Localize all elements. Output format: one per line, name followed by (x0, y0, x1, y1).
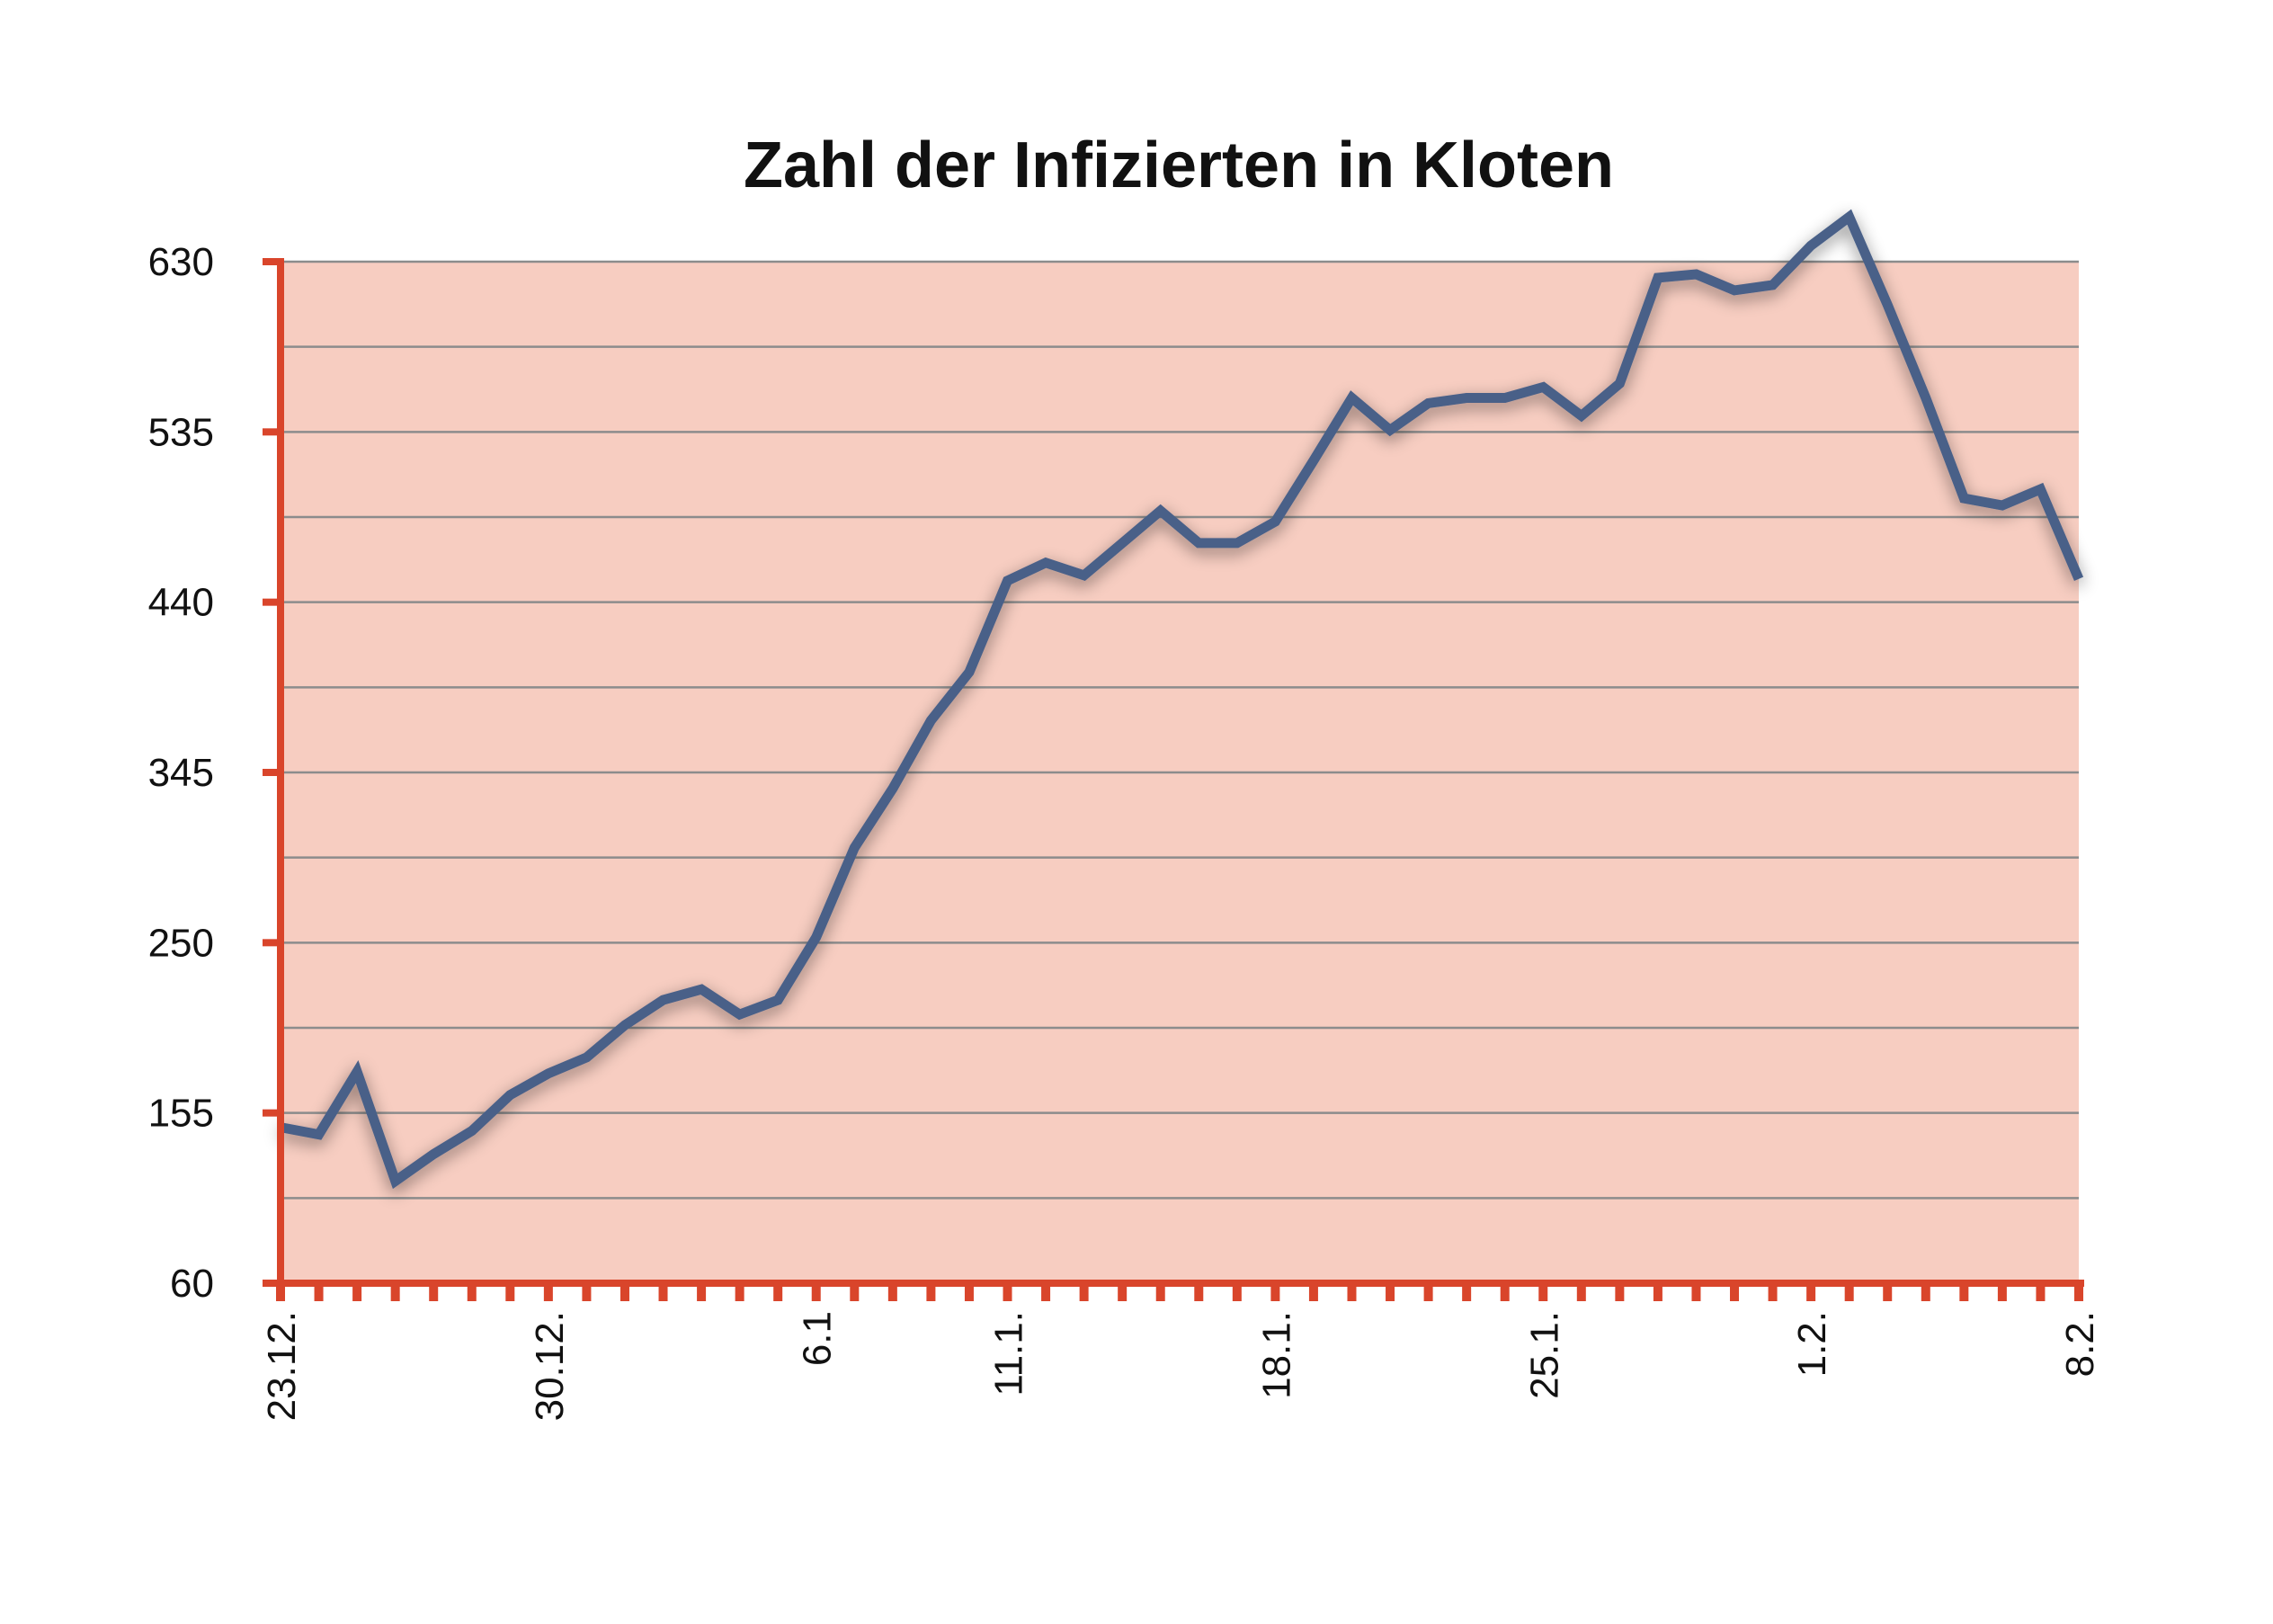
x-axis-ticks: 23.12. 30.12. 6.1 11.1. 18.1. 25.1. 1.2. 8.2. (260, 1311, 2102, 1421)
y-tick-label: 155 (148, 1092, 214, 1136)
y-tick-mark (263, 428, 282, 436)
x-tick-mark (735, 1283, 744, 1301)
x-tick-mark (1118, 1283, 1128, 1301)
axes (276, 258, 2084, 1301)
x-tick-mark (1194, 1283, 1204, 1301)
chart-title: Zahl der Infizierten in Kloten (744, 129, 1614, 201)
x-tick-mark (1615, 1283, 1625, 1301)
x-tick-mark (1386, 1283, 1395, 1301)
x-tick-mark (1653, 1283, 1662, 1301)
x-tick-mark (850, 1283, 860, 1301)
x-tick-mark (467, 1283, 477, 1301)
x-tick-mark (505, 1283, 515, 1301)
x-tick-mark (429, 1283, 439, 1301)
x-tick-mark (314, 1283, 324, 1301)
x-tick-mark (1232, 1283, 1242, 1301)
x-tick-mark (1806, 1283, 1816, 1301)
x-tick-mark (390, 1283, 400, 1301)
x-tick-mark (2036, 1283, 2046, 1301)
x-tick-mark (887, 1283, 897, 1301)
x-tick-mark (811, 1283, 821, 1301)
x-tick-label: 25.1. (1522, 1311, 1566, 1399)
x-tick-mark (1768, 1283, 1778, 1301)
x-tick-mark (1500, 1283, 1510, 1301)
x-tick-mark (1883, 1283, 1893, 1301)
x-tick-label: 6.1 (796, 1311, 840, 1366)
y-tick-mark (263, 939, 282, 947)
x-tick-mark (1003, 1283, 1012, 1301)
y-tick-mark (263, 598, 282, 606)
y-tick-mark (263, 258, 282, 265)
x-tick-mark (1844, 1283, 1854, 1301)
x-tick-mark (276, 1283, 285, 1301)
x-tick-label: 8.2. (2058, 1311, 2102, 1377)
y-tick-mark (263, 1280, 282, 1287)
x-tick-mark (1270, 1283, 1280, 1301)
x-tick-mark (926, 1283, 936, 1301)
y-tick-label: 250 (148, 921, 214, 965)
x-tick-mark (1079, 1283, 1089, 1301)
y-tick-label: 440 (148, 581, 214, 625)
x-tick-mark (1921, 1283, 1930, 1301)
x-tick-mark (964, 1283, 974, 1301)
x-tick-mark (658, 1283, 668, 1301)
x-tick-mark (697, 1283, 707, 1301)
series-line (279, 209, 2084, 1190)
gridlines (281, 260, 2079, 1200)
x-tick-mark (1041, 1283, 1051, 1301)
x-tick-mark (582, 1283, 592, 1301)
y-tick-mark (263, 1109, 282, 1117)
y-tick-label: 535 (148, 410, 214, 454)
x-tick-mark (1997, 1283, 2007, 1301)
x-tick-label: 1.2. (1790, 1311, 1834, 1377)
x-tick-label: 30.12. (528, 1311, 572, 1421)
x-tick-label: 11.1. (987, 1311, 1031, 1396)
x-tick-mark (620, 1283, 629, 1301)
x-tick-label: 18.1. (1254, 1311, 1298, 1399)
y-axis-ticks: 60 155 250 345 440 535 630 (148, 240, 282, 1306)
x-tick-mark (773, 1283, 783, 1301)
x-tick-mark (352, 1283, 362, 1301)
x-tick-mark (1423, 1283, 1433, 1301)
x-tick-mark (543, 1283, 553, 1301)
x-tick-mark (1155, 1283, 1165, 1301)
y-tick-label: 630 (148, 240, 214, 284)
x-tick-mark (1691, 1283, 1701, 1301)
y-tick-label: 60 (170, 1262, 214, 1306)
x-tick-mark (1462, 1283, 1472, 1301)
y-tick-label: 345 (148, 751, 214, 795)
x-tick-mark (1308, 1283, 1318, 1301)
x-tick-mark (1347, 1283, 1357, 1301)
x-tick-mark (1959, 1283, 1969, 1301)
series-group (279, 209, 2084, 1190)
x-tick-label: 23.12. (260, 1311, 304, 1421)
x-tick-mark (2074, 1283, 2083, 1301)
y-tick-mark (263, 769, 282, 776)
x-tick-mark (1538, 1283, 1548, 1301)
x-tick-mark (1730, 1283, 1740, 1301)
x-tick-mark (1576, 1283, 1586, 1301)
